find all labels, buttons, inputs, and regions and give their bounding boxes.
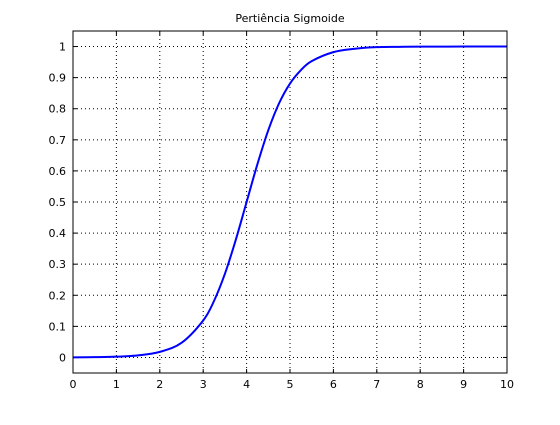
x-tick-label: 6 bbox=[330, 378, 337, 391]
x-tick-label: 0 bbox=[70, 378, 77, 391]
x-tick-label: 8 bbox=[417, 378, 424, 391]
y-tick-label: 0 bbox=[59, 351, 66, 364]
chart-title: Pertiência Sigmoide bbox=[235, 12, 344, 25]
x-tick-label: 2 bbox=[156, 378, 163, 391]
series-line bbox=[72, 45, 508, 359]
y-tick-label: 0.1 bbox=[49, 320, 67, 333]
y-tick-label: 0.2 bbox=[49, 289, 67, 302]
x-tick-label: 7 bbox=[373, 378, 380, 391]
y-tick-label: 0.4 bbox=[49, 227, 67, 240]
y-tick-label: 0.9 bbox=[49, 72, 67, 85]
x-tick-label: 1 bbox=[113, 378, 120, 391]
grid-lines bbox=[73, 31, 507, 373]
y-tick-label: 0.5 bbox=[49, 196, 67, 209]
x-tick-label: 4 bbox=[243, 378, 250, 391]
x-tick-label: 10 bbox=[500, 378, 514, 391]
x-tick-label: 5 bbox=[287, 378, 294, 391]
plot-border bbox=[72, 30, 508, 374]
series-layer bbox=[72, 45, 508, 359]
y-tick-label: 1 bbox=[59, 41, 66, 54]
x-tick-label: 3 bbox=[200, 378, 207, 391]
x-tick-label: 9 bbox=[460, 378, 467, 391]
x-tick-labels: 0 1 2 3 4 5 6 7 8 9 10 bbox=[70, 378, 515, 391]
y-tick-label: 0.8 bbox=[49, 103, 67, 116]
y-tick-label: 0.3 bbox=[49, 258, 67, 271]
y-tick-label: 0.7 bbox=[49, 134, 67, 147]
y-tick-label: 0.6 bbox=[49, 165, 67, 178]
y-tick-labels: 0 0.1 0.2 0.3 0.4 0.5 0.6 0.7 0.8 0.9 1 bbox=[49, 41, 67, 365]
